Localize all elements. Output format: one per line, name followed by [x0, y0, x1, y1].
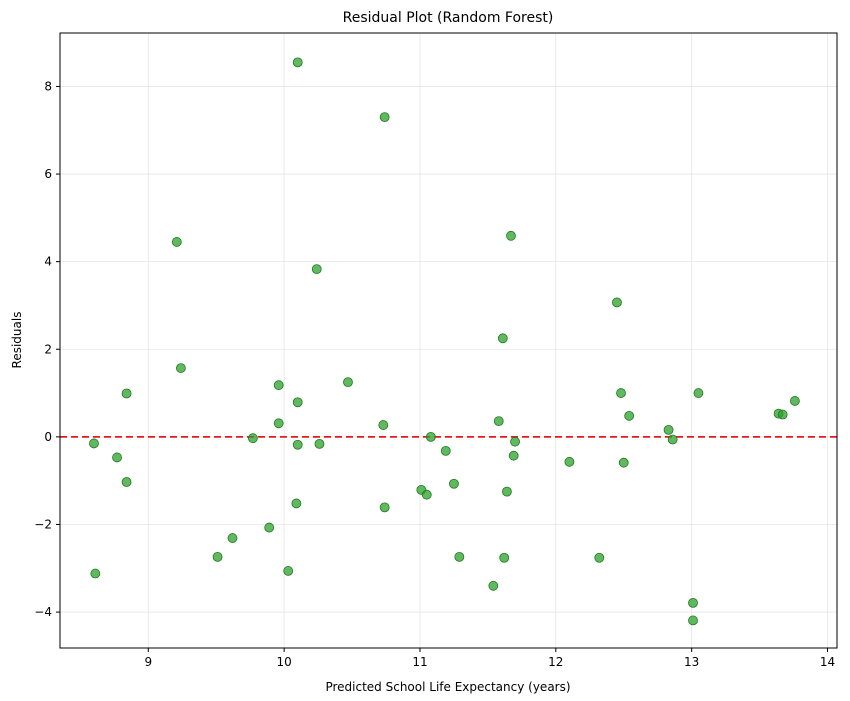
x-tick-label: 10	[276, 655, 291, 669]
scatter-point	[379, 112, 390, 123]
scatter-point	[502, 486, 512, 497]
scatter-point	[264, 522, 275, 533]
scatter-point	[112, 452, 122, 463]
scatter-point	[508, 450, 519, 461]
scatter-point	[283, 566, 294, 576]
x-axis-ticks: 9 10 11 12 13 14	[144, 648, 835, 669]
scatter-point	[497, 333, 508, 344]
scatter-point	[90, 568, 101, 579]
y-tick-label: 0	[44, 430, 52, 444]
y-axis-label: Residuals	[10, 312, 24, 369]
scatter-point	[510, 436, 520, 447]
scatter-point	[499, 552, 510, 563]
scatter-point	[292, 57, 303, 68]
x-tick-label: 12	[548, 655, 563, 669]
scatter-point	[314, 438, 325, 449]
x-tick-label: 11	[412, 655, 427, 669]
scatter-point	[594, 552, 605, 563]
scatter-point	[379, 502, 390, 513]
scatter-point	[488, 580, 499, 591]
y-tick-label: 2	[44, 342, 52, 356]
scatter-point	[292, 397, 303, 408]
scatter-point	[688, 615, 698, 626]
scatter-point	[454, 551, 465, 562]
scatter-point	[693, 388, 704, 398]
x-tick-label: 9	[144, 655, 152, 669]
scatter-point	[612, 297, 622, 308]
chart-title: Residual Plot (Random Forest)	[343, 10, 554, 26]
scatter-point	[777, 409, 788, 420]
y-tick-label: 8	[44, 79, 52, 93]
scatter-point	[624, 410, 635, 421]
scatter-point	[493, 416, 504, 426]
scatter-point	[273, 418, 284, 429]
x-axis-label: Predicted School Life Expectancy (years)	[325, 680, 570, 694]
scatter-point	[663, 424, 674, 435]
scatter-point	[121, 388, 132, 399]
scatter-point	[618, 457, 629, 468]
y-axis-ticks: −4 −2 0 2 4 6 8	[34, 79, 60, 619]
x-tick-label: 14	[820, 655, 835, 669]
scatter-point	[449, 478, 459, 489]
scatter-point	[311, 264, 322, 275]
scatter-point	[789, 396, 800, 406]
scatter-point	[171, 237, 182, 247]
scatter-point	[667, 434, 678, 445]
scatter-point	[89, 438, 99, 449]
scatter-point	[212, 551, 223, 562]
data-points	[89, 57, 800, 626]
scatter-point	[291, 498, 302, 509]
scatter-point	[688, 597, 698, 608]
grid-lines	[60, 33, 837, 648]
y-tick-label: −2	[34, 517, 52, 531]
scatter-point	[564, 456, 575, 467]
scatter-point	[506, 230, 516, 241]
y-tick-label: 6	[44, 167, 52, 181]
scatter-point	[421, 489, 432, 500]
scatter-point	[378, 420, 389, 430]
scatter-point	[227, 533, 238, 543]
scatter-point	[343, 377, 353, 388]
scatter-point	[616, 388, 626, 398]
scatter-point	[425, 431, 436, 442]
y-tick-label: −4	[34, 605, 52, 619]
scatter-point	[175, 363, 186, 373]
plot-area-frame	[59, 32, 838, 649]
scatter-point	[273, 380, 284, 391]
scatter-point	[292, 439, 303, 450]
scatter-point	[440, 445, 451, 456]
scatter-point	[247, 433, 258, 444]
x-tick-label: 13	[684, 655, 699, 669]
scatter-point	[121, 477, 132, 487]
y-tick-label: 4	[44, 255, 52, 269]
